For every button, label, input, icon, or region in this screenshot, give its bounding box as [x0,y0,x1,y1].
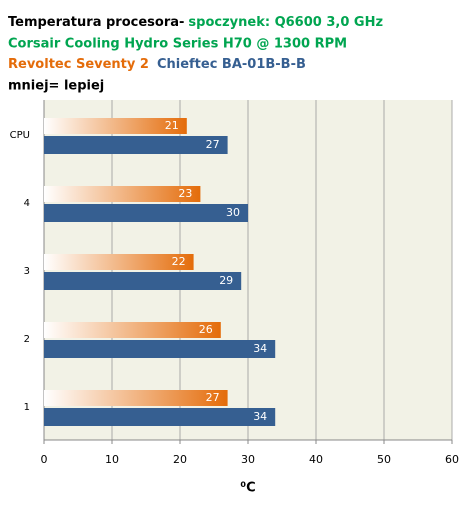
value-label: 34 [253,342,267,355]
bar [44,322,221,338]
bar [44,136,228,154]
x-tick-label: 20 [173,453,187,466]
y-tick-label: 3 [24,266,30,277]
chart-title: Temperatura procesora-spoczynek: Q6600 3… [8,15,383,30]
legend-entry: Revoltec Seventy 2 [8,57,149,72]
value-label: 29 [219,274,233,287]
bar [44,408,276,426]
x-axis-label: ⁰C [240,481,255,496]
x-tick-label: 50 [377,453,391,466]
bar [44,340,276,358]
bar [44,390,228,406]
x-tick-label: 10 [105,453,119,466]
y-tick-label: 2 [24,334,30,345]
legend: Revoltec Seventy 2 Chieftec BA-01B-B-B [8,57,306,72]
legend-entry: Chieftec BA-01B-B-B [157,57,306,72]
title: Temperatura procesora- [8,15,184,30]
value-label: 23 [178,187,192,200]
bar [44,272,242,290]
y-tick-label: CPU [10,130,30,141]
subtitle: spoczynek: Q6600 3,0 GHz [188,15,383,30]
bar [44,204,248,222]
value-label: 22 [172,255,186,268]
y-tick-label: 4 [24,198,30,209]
y-tick-label: 1 [24,402,30,413]
value-label: 27 [206,391,220,404]
value-label: 34 [253,410,267,423]
x-tick-label: 40 [309,453,323,466]
x-tick-label: 0 [41,453,48,466]
subtitle2: Corsair Cooling Hydro Series H70 @ 1300 … [8,37,347,52]
value-label: 27 [206,138,220,151]
value-label: 26 [199,323,213,336]
value-label: 21 [165,119,179,132]
value-label: 30 [226,206,240,219]
bar [44,254,194,270]
bar [44,186,201,202]
x-tick-label: 30 [241,453,255,466]
note: mniej= lepiej [8,79,104,94]
bar [44,118,187,134]
x-tick-label: 60 [445,453,459,466]
